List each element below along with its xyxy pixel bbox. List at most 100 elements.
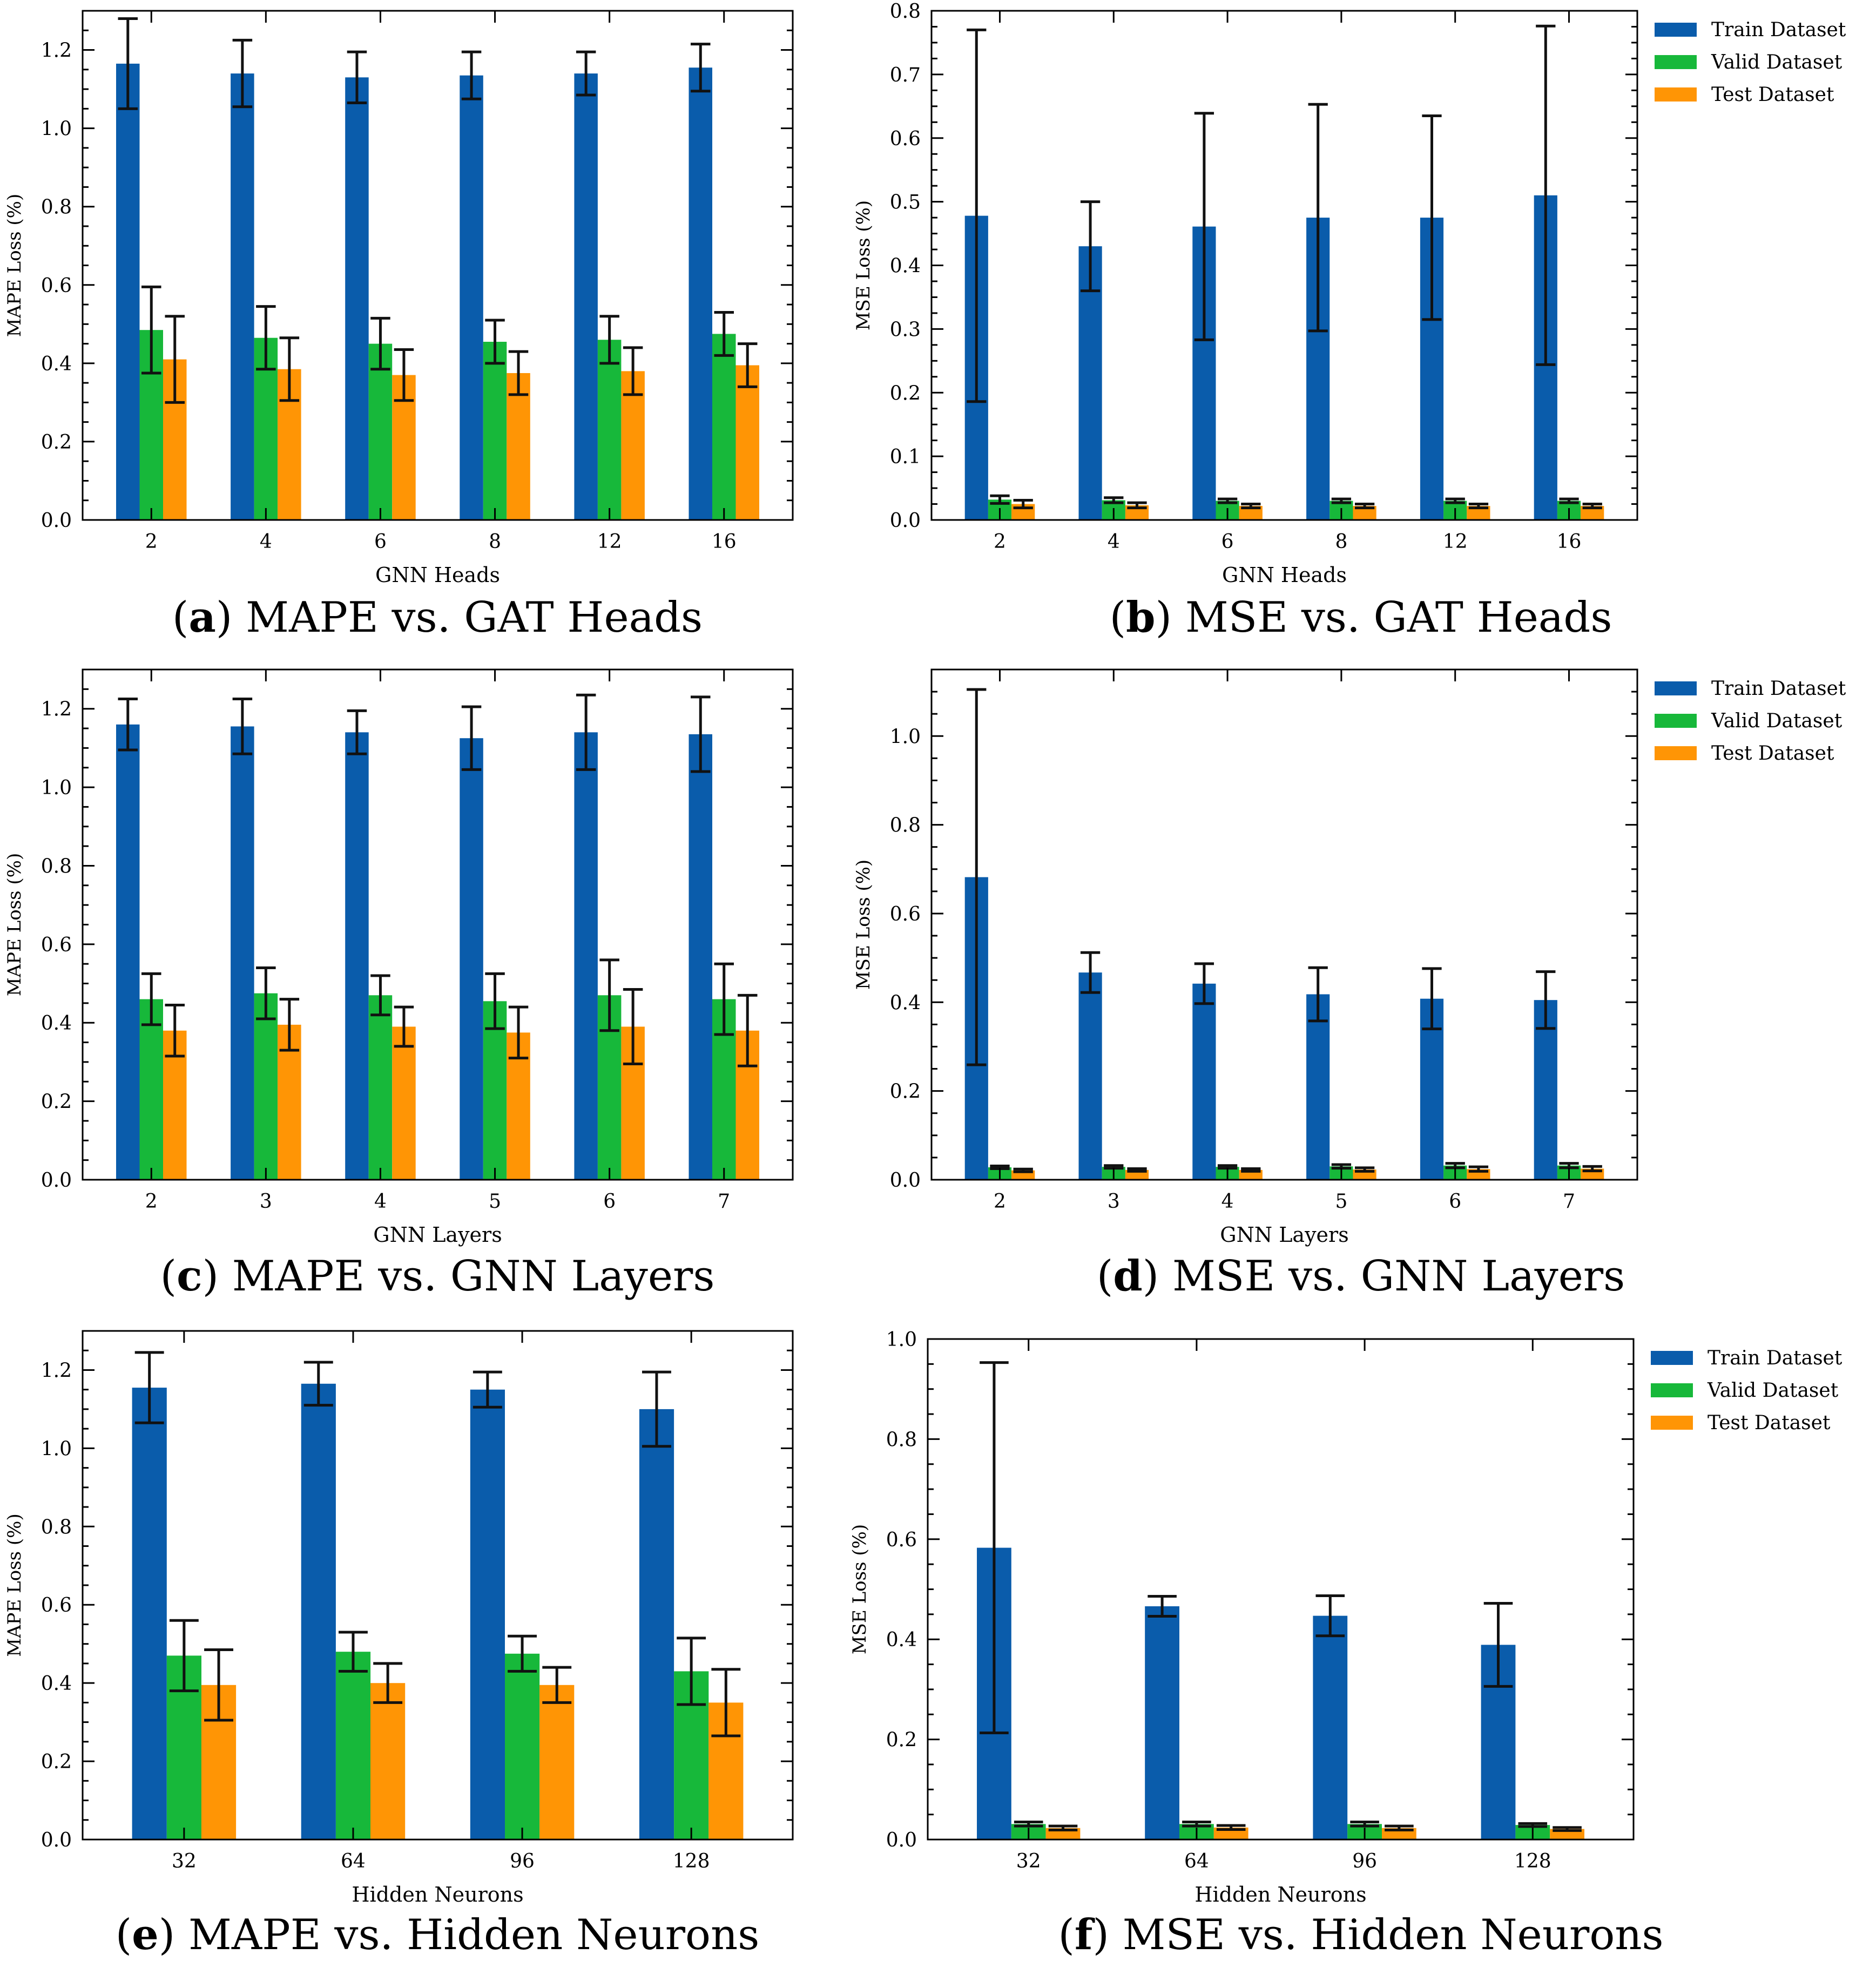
errorbar-valid-128 bbox=[1518, 1822, 1548, 1828]
errorbar-test-2 bbox=[165, 1004, 185, 1058]
y-tick-label: 0.4 bbox=[886, 1629, 917, 1651]
bar-test-16 bbox=[735, 365, 759, 520]
panel-caption: (b) MSE vs. GAT Heads bbox=[1110, 593, 1612, 642]
x-axis-label: Hidden Neurons bbox=[352, 1883, 523, 1906]
bar-train-6 bbox=[345, 77, 369, 520]
y-tick-label: 0.0 bbox=[41, 510, 72, 532]
bar-train-128 bbox=[639, 1409, 674, 1840]
caption-text: MSE vs. GAT Heads bbox=[1172, 593, 1612, 642]
errorbar-valid-7 bbox=[1559, 1162, 1579, 1169]
y-tick-label: 1.0 bbox=[41, 1438, 72, 1460]
legend-swatch-valid bbox=[1655, 55, 1697, 69]
y-tick-label: 0.8 bbox=[890, 1, 921, 23]
errorbar-test-2 bbox=[165, 315, 185, 404]
bar-test-8 bbox=[507, 373, 530, 520]
errorbar-train-4 bbox=[1194, 962, 1214, 1005]
errorbar-valid-8 bbox=[485, 319, 505, 365]
errorbar-train-7 bbox=[691, 695, 711, 773]
x-axis-label: Hidden Neurons bbox=[1194, 1883, 1366, 1906]
x-tick-label: 3 bbox=[260, 1191, 272, 1213]
errorbar-train-128 bbox=[642, 1370, 671, 1448]
errorbar-valid-32 bbox=[169, 1619, 199, 1693]
legend-label-test: Test Dataset bbox=[1707, 1412, 1831, 1434]
errorbar-train-2 bbox=[967, 28, 987, 403]
chart-c: 0.0 0.2 0.4 0.6 0.8 1.0 1.2 2 3 4 5 6 7 GNN Layers MAP… bbox=[4, 668, 794, 1301]
y-tick-label: 0.8 bbox=[41, 1516, 72, 1538]
bar-valid-64 bbox=[335, 1652, 371, 1840]
x-tick-label: 5 bbox=[1335, 1191, 1347, 1213]
y-tick-label: 0.2 bbox=[890, 1081, 921, 1103]
errorbar-test-8 bbox=[508, 350, 529, 396]
y-tick-label: 1.0 bbox=[890, 726, 921, 748]
errorbar-test-2 bbox=[1013, 1167, 1033, 1173]
errorbar-test-4 bbox=[279, 336, 300, 402]
bar-train-12 bbox=[574, 73, 598, 520]
y-tick-label: 1.0 bbox=[886, 1329, 917, 1351]
x-tick-label: 2 bbox=[994, 1191, 1006, 1213]
y-tick-label: 0.5 bbox=[890, 192, 921, 214]
errorbar-train-12 bbox=[576, 50, 596, 97]
x-tick-label: 4 bbox=[260, 531, 272, 553]
errorbar-train-4 bbox=[1080, 200, 1101, 293]
errorbar-test-3 bbox=[279, 998, 300, 1052]
bar-train-5 bbox=[1306, 994, 1330, 1180]
errorbar-test-16 bbox=[1582, 503, 1602, 510]
errorbar-test-4 bbox=[1241, 1167, 1261, 1173]
bar-valid-2 bbox=[139, 999, 163, 1180]
legend-label-valid: Valid Dataset bbox=[1711, 51, 1842, 73]
y-tick-label: 0.8 bbox=[890, 815, 921, 837]
x-tick-label: 12 bbox=[1443, 531, 1468, 553]
errorbar-train-4 bbox=[347, 709, 367, 755]
legend-swatch-test bbox=[1655, 746, 1697, 760]
errorbar-train-96 bbox=[473, 1370, 502, 1409]
errorbar-train-5 bbox=[1308, 966, 1328, 1023]
bar-train-4 bbox=[1192, 983, 1216, 1180]
errorbar-test-6 bbox=[1468, 1165, 1489, 1173]
y-tick-label: 0.6 bbox=[41, 934, 72, 956]
legend-label-train: Train Dataset bbox=[1711, 678, 1846, 700]
errorbar-test-2 bbox=[1013, 498, 1033, 510]
errorbar-valid-16 bbox=[1559, 497, 1579, 504]
errorbar-valid-3 bbox=[256, 966, 276, 1020]
x-tick-label: 12 bbox=[597, 531, 622, 553]
y-tick-label: 0.6 bbox=[890, 128, 921, 150]
errorbar-test-7 bbox=[737, 993, 758, 1067]
x-tick-label: 96 bbox=[1352, 1850, 1377, 1872]
caption-letter: f bbox=[1075, 1910, 1095, 1959]
legend-swatch-test bbox=[1655, 87, 1697, 102]
bar-train-32 bbox=[132, 1388, 167, 1840]
y-tick-label: 1.2 bbox=[41, 40, 72, 62]
caption-paren-open: ( bbox=[1097, 1252, 1113, 1301]
y-tick-label: 0.0 bbox=[890, 510, 921, 532]
errorbar-test-4 bbox=[394, 1005, 414, 1048]
errorbar-test-96 bbox=[542, 1666, 572, 1704]
y-tick-label: 1.0 bbox=[41, 118, 72, 140]
legend-swatch-valid bbox=[1655, 714, 1697, 728]
plot-frame bbox=[930, 668, 1638, 1181]
errorbar-valid-128 bbox=[677, 1637, 706, 1706]
x-tick-label: 2 bbox=[145, 1191, 158, 1213]
x-tick-label: 7 bbox=[1563, 1191, 1575, 1213]
errorbar-valid-7 bbox=[714, 962, 734, 1036]
errorbar-test-6 bbox=[623, 988, 643, 1066]
chart-e: 0.0 0.2 0.4 0.6 0.8 1.0 1.2 32 64 96 128 Hidden Neu… bbox=[4, 1330, 794, 1959]
y-tick-label: 0.6 bbox=[886, 1529, 917, 1551]
errorbar-valid-8 bbox=[1331, 497, 1352, 504]
y-tick-label: 0.0 bbox=[41, 1829, 72, 1851]
x-tick-label: 64 bbox=[1184, 1850, 1209, 1872]
x-tick-label: 32 bbox=[172, 1850, 197, 1872]
bar-train-4 bbox=[345, 732, 369, 1180]
errorbar-valid-6 bbox=[599, 958, 619, 1032]
errorbar-train-96 bbox=[1315, 1594, 1345, 1638]
y-tick-label: 0.4 bbox=[890, 255, 921, 278]
errorbar-test-5 bbox=[508, 1005, 529, 1060]
bar-test-4 bbox=[392, 1026, 416, 1180]
x-tick-label: 96 bbox=[510, 1850, 535, 1872]
y-axis-label: MAPE Loss (%) bbox=[4, 194, 25, 337]
bar-test-96 bbox=[539, 1685, 575, 1840]
x-tick-label: 64 bbox=[341, 1850, 366, 1872]
caption-paren-close: ) bbox=[1156, 593, 1172, 642]
errorbar-train-6 bbox=[347, 50, 367, 104]
bar-test-64 bbox=[370, 1683, 406, 1840]
chart-f: 0.0 0.2 0.4 0.6 0.8 1.0 32 64 96 128 Hidden Neuron… bbox=[849, 1329, 1842, 1959]
